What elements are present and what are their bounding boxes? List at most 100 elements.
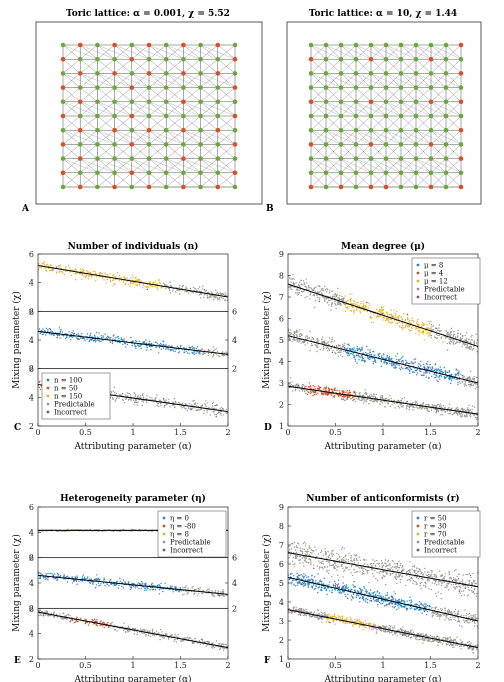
scatter-point xyxy=(377,310,379,312)
scatter-point xyxy=(118,275,121,277)
scatter-point xyxy=(85,274,88,276)
scatter-point xyxy=(352,303,355,305)
scatter-point xyxy=(349,348,351,350)
scatter-point xyxy=(337,287,339,290)
lattice-edge xyxy=(445,130,462,145)
lattice-node xyxy=(383,127,389,133)
scatter-point xyxy=(339,298,341,301)
scatter-point xyxy=(440,374,442,376)
x-tick-label: 1.5 xyxy=(424,428,437,437)
scatter-point xyxy=(297,293,300,296)
lattice-edge xyxy=(80,59,98,74)
scatter-point xyxy=(346,396,349,398)
scatter-point xyxy=(441,336,443,338)
lattice-node xyxy=(308,184,314,190)
scatter-point xyxy=(437,380,439,383)
scatter-point xyxy=(357,398,359,400)
fit-line xyxy=(37,330,229,355)
scatter-point xyxy=(112,398,115,400)
lattice-edge xyxy=(166,130,184,145)
lattice-node xyxy=(181,113,186,119)
lattice-node xyxy=(368,99,374,105)
lattice-node xyxy=(368,113,374,119)
scatter-point xyxy=(110,395,112,397)
scatter-point xyxy=(130,281,132,283)
scatter-point xyxy=(343,350,345,353)
scatter-point xyxy=(99,271,101,274)
scatter-point xyxy=(106,278,109,281)
scatter-point xyxy=(354,393,356,395)
scatter-point xyxy=(137,280,139,282)
scatter-point xyxy=(402,367,404,370)
scatter-point xyxy=(133,401,136,404)
scatter-point xyxy=(185,350,187,352)
x-tick-label: 0 xyxy=(35,428,40,437)
x-tick-label: 1 xyxy=(130,428,135,437)
scatter-point xyxy=(352,300,355,302)
scatter-point xyxy=(297,339,299,341)
lattice-node xyxy=(413,142,419,147)
lattice-edge xyxy=(148,73,167,88)
scatter-point xyxy=(437,334,439,337)
scatter-point xyxy=(451,380,453,382)
scatter-point xyxy=(73,332,76,335)
lattice-edge xyxy=(148,172,167,188)
scatter-point xyxy=(364,392,366,394)
scatter-point xyxy=(381,400,383,403)
lattice-node xyxy=(368,170,374,176)
scatter-point xyxy=(317,296,319,298)
lattice-node xyxy=(338,85,344,90)
scatter-point xyxy=(348,306,350,308)
scatter-point xyxy=(191,291,193,293)
scatter-point xyxy=(452,338,454,341)
legend-label: Predictable xyxy=(424,286,465,294)
scatter-point xyxy=(415,328,417,330)
scatter-point xyxy=(162,347,165,349)
scatter-point xyxy=(420,370,422,373)
scatter-point xyxy=(148,340,151,343)
scatter-point xyxy=(198,351,200,353)
lattice-edge xyxy=(114,87,132,102)
scatter-point xyxy=(398,315,401,317)
scatter-point xyxy=(423,408,426,410)
scatter-point xyxy=(80,268,82,270)
scatter-point xyxy=(198,286,201,288)
scatter-point xyxy=(71,336,74,338)
scatter-point xyxy=(112,285,114,287)
scatter-point xyxy=(347,355,349,357)
scatter-point xyxy=(43,261,45,263)
scatter-point xyxy=(367,395,369,398)
scatter-point xyxy=(378,315,380,318)
scatter-point xyxy=(344,304,347,306)
scatter-point xyxy=(386,313,389,315)
scatter-point xyxy=(324,393,326,395)
scatter-point xyxy=(434,376,436,379)
scatter-point xyxy=(156,283,158,285)
scatter-point xyxy=(326,302,329,304)
scatter-point xyxy=(360,354,363,357)
scatter-point xyxy=(437,409,439,411)
scatter-point xyxy=(188,292,190,294)
scatter-point xyxy=(337,351,339,354)
scatter-point xyxy=(123,401,126,404)
scatter-point xyxy=(416,369,419,371)
lattice-node xyxy=(112,184,117,190)
lattice-node xyxy=(146,56,152,62)
lattice-node xyxy=(443,71,449,76)
scatter-point xyxy=(142,393,144,395)
legend-marker xyxy=(46,410,50,414)
scatter-point xyxy=(215,414,218,416)
lattice-node xyxy=(215,99,221,105)
lattice-node xyxy=(308,113,314,119)
y-tick-label: 6 xyxy=(279,315,284,324)
scatter-point xyxy=(343,395,345,397)
scatter-point xyxy=(456,413,458,415)
lattice-node xyxy=(338,156,344,161)
scatter-point xyxy=(86,270,88,272)
scatter-point xyxy=(73,334,75,336)
scatter-point xyxy=(178,351,181,353)
scatter-point xyxy=(394,407,396,409)
scatter-point xyxy=(348,391,351,393)
scatter-point xyxy=(384,320,387,322)
scatter-point xyxy=(77,333,79,335)
